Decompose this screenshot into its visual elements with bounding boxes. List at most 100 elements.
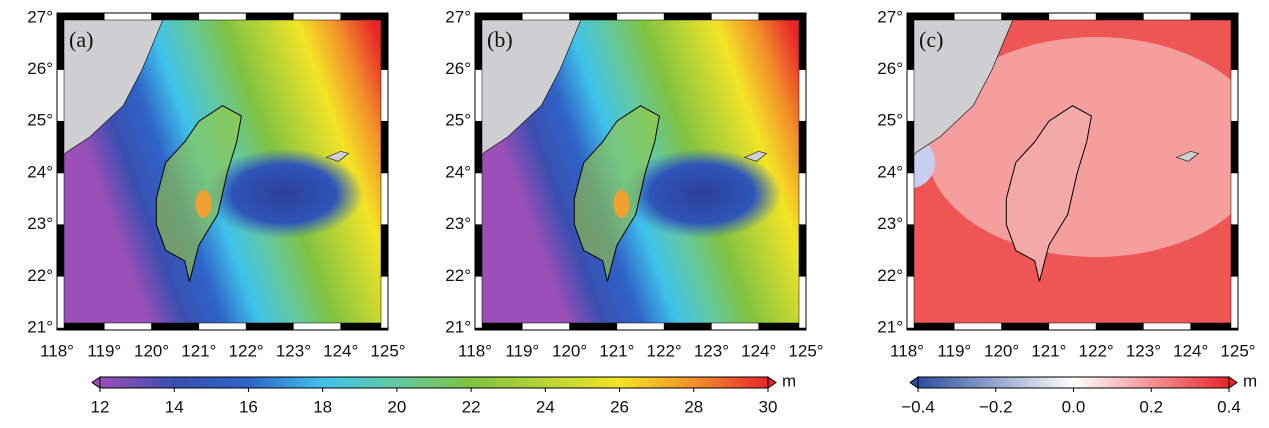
- frame-seg: [198, 12, 247, 21]
- y-tick-label: 26°: [877, 59, 903, 78]
- frame-seg: [1230, 172, 1239, 225]
- frame-seg: [798, 224, 807, 277]
- colorbar-tick-label: 14: [165, 397, 184, 416]
- frame-seg: [663, 12, 712, 21]
- frame-seg: [474, 17, 483, 70]
- frame-seg: [906, 17, 915, 70]
- colorbar-tick-label: 12: [91, 397, 110, 416]
- x-tick-label: 123°: [276, 341, 311, 360]
- y-tick-label: 21°: [27, 317, 53, 336]
- x-tick-label: 124°: [323, 341, 358, 360]
- y-tick-label: 25°: [445, 111, 471, 130]
- frame-seg: [151, 322, 200, 331]
- y-tick-label: 24°: [27, 162, 53, 181]
- y-tick-label: 21°: [877, 317, 903, 336]
- frame-seg: [711, 12, 759, 21]
- colorbar: [917, 376, 1230, 389]
- colorbar-tick-label: 18: [313, 397, 332, 416]
- colorbar-tick-label: 16: [239, 397, 258, 416]
- colorbar-arrow: [767, 376, 777, 389]
- map-panel: [57, 13, 388, 330]
- x-tick-label: 121°: [181, 341, 216, 360]
- y-tick-label: 24°: [877, 162, 903, 181]
- peak: [613, 189, 630, 218]
- frame-seg: [1230, 120, 1239, 174]
- colorbar-arrow: [1228, 376, 1238, 389]
- frame: [906, 12, 1239, 331]
- x-tick-label: 124°: [741, 341, 776, 360]
- y-tick-label: 24°: [445, 162, 471, 181]
- island: [325, 151, 350, 162]
- frame-seg: [616, 12, 665, 21]
- frame-seg: [1001, 322, 1050, 331]
- colorbar-tick-label: 22: [462, 397, 481, 416]
- x-tick-label: 122°: [1079, 341, 1114, 360]
- colorbar-tick-label: 30: [759, 397, 778, 416]
- colorbar-unit: m: [782, 371, 796, 390]
- x-tick-label: 125°: [788, 341, 823, 360]
- panel-label: (c): [919, 27, 943, 52]
- frame-seg: [798, 120, 807, 174]
- frame-seg: [798, 69, 807, 122]
- frame-seg: [798, 17, 807, 70]
- frame-seg: [1095, 12, 1144, 21]
- taiwan: [1005, 105, 1092, 282]
- y-tick-label: 22°: [445, 266, 471, 285]
- x-tick-label: 119°: [87, 341, 121, 360]
- panel-label: (a): [69, 27, 93, 52]
- colorbar-tick-label: −0.2: [979, 397, 1013, 416]
- frame-seg: [1230, 17, 1239, 70]
- colorbar-tick-label: 20: [387, 397, 406, 416]
- frame-seg: [1230, 224, 1239, 277]
- frame-seg: [474, 120, 483, 174]
- frame-seg: [522, 12, 570, 21]
- map-panel: [907, 13, 1238, 330]
- frame-seg: [380, 69, 389, 122]
- x-tick-label: 119°: [505, 341, 539, 360]
- frame-seg: [1143, 12, 1191, 21]
- panel-label: (b): [487, 27, 513, 52]
- frame-seg: [906, 120, 915, 174]
- frame-seg: [1001, 12, 1050, 21]
- y-tick-label: 23°: [445, 214, 471, 233]
- frame-seg: [245, 12, 294, 21]
- frame-seg: [56, 120, 65, 174]
- x-tick-label: 123°: [694, 341, 729, 360]
- frame-seg: [906, 172, 915, 225]
- x-tick-label: 120°: [984, 341, 1019, 360]
- colorbar-tick-label: 0.0: [1062, 397, 1086, 416]
- colorbar-arrow: [91, 376, 101, 389]
- x-tick-label: 125°: [370, 341, 405, 360]
- x-tick-label: 121°: [1031, 341, 1066, 360]
- frame-seg: [474, 69, 483, 122]
- frame-seg: [569, 322, 618, 331]
- x-tick-label: 125°: [1220, 341, 1255, 360]
- y-tick-label: 25°: [27, 111, 53, 130]
- x-tick-label: 118°: [458, 341, 492, 360]
- x-tick-label: 118°: [40, 341, 74, 360]
- frame-seg: [474, 224, 483, 277]
- frame-seg: [198, 322, 247, 331]
- colorbar-tick-label: 26: [610, 397, 629, 416]
- map-panel: [475, 13, 806, 330]
- x-tick-label: 120°: [552, 341, 587, 360]
- frame-seg: [663, 322, 712, 331]
- frame-seg: [56, 276, 65, 329]
- frame-seg: [906, 69, 915, 122]
- frame-seg: [1143, 322, 1191, 331]
- frame-seg: [104, 12, 152, 21]
- x-tick-label: 120°: [134, 341, 169, 360]
- peak: [195, 189, 212, 218]
- frame-seg: [380, 17, 389, 70]
- y-tick-label: 23°: [877, 214, 903, 233]
- y-tick-label: 27°: [27, 7, 53, 26]
- frame-seg: [954, 322, 1002, 331]
- x-tick-label: 119°: [937, 341, 971, 360]
- x-tick-label: 123°: [1126, 341, 1161, 360]
- frame-seg: [798, 276, 807, 329]
- x-tick-label: 124°: [1173, 341, 1208, 360]
- y-tick-label: 26°: [27, 59, 53, 78]
- frame-seg: [1048, 12, 1097, 21]
- frame-seg: [56, 69, 65, 122]
